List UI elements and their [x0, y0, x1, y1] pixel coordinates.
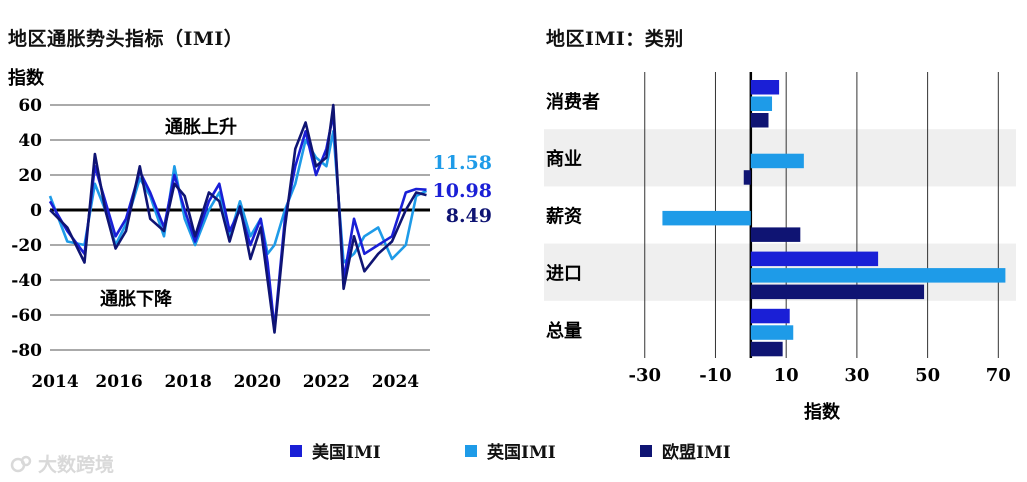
series-line-us — [48, 112, 427, 331]
y-tick-label: 60 — [18, 96, 42, 116]
x-tick-label: -30 — [628, 365, 661, 386]
x-tick-label: 2018 — [165, 372, 212, 392]
right-chart-title: 地区IMI：类别 — [546, 28, 684, 50]
legend-swatch-us — [290, 444, 302, 457]
x-tick-label: 70 — [986, 365, 1011, 386]
watermark: 大数跨境 — [10, 450, 114, 477]
x-tick-label: 2022 — [303, 372, 350, 392]
bar-uk — [662, 210, 751, 226]
bar-eu — [750, 341, 783, 357]
legend-label-eu: 欧盟IMI — [662, 443, 731, 463]
y-tick-label: 0 — [30, 201, 42, 221]
y-tick-label: -40 — [11, 271, 42, 291]
end-value-label: 11.58 — [433, 152, 493, 174]
left-chart-title: 地区通胀势头指标（IMI） — [8, 28, 244, 50]
x-tick-label: 2014 — [31, 372, 78, 392]
bar-us — [750, 251, 879, 267]
legend-item-uk: 英国IMI — [465, 438, 556, 463]
category-label: 消费者 — [546, 91, 600, 113]
bar-uk — [750, 268, 1006, 283]
bar-uk — [750, 325, 794, 340]
end-value-label: 8.49 — [446, 205, 492, 227]
bar-eu — [750, 113, 769, 128]
y-tick-label: 20 — [18, 166, 42, 186]
category-label: 总量 — [546, 320, 582, 342]
bar-eu — [743, 170, 751, 185]
y-tick-label: -80 — [11, 341, 42, 361]
bar-eu — [750, 284, 925, 300]
bar-uk — [750, 96, 773, 111]
x-tick-label: 10 — [774, 365, 799, 386]
x-tick-label: 2016 — [95, 372, 142, 392]
bar-us — [750, 80, 780, 95]
x-tick-label: 2024 — [372, 372, 419, 392]
legend: 美国IMI 英国IMI 欧盟IMI — [0, 434, 1027, 464]
category-label: 进口 — [546, 264, 582, 285]
left-y-axis-label: 指数 — [8, 67, 45, 89]
x-tick-label: -10 — [699, 365, 732, 386]
imi-line-chart: 指数 60 40 20 0 -20 -40 -60 -80 2014 2016 2018 2020 202… — [8, 67, 493, 392]
y-tick-label: -20 — [11, 236, 42, 256]
x-tick-label: 30 — [844, 365, 869, 386]
series-line-eu — [49, 103, 427, 334]
y-tick-label: -60 — [11, 306, 42, 326]
category-label: 薪资 — [546, 205, 582, 227]
bar-eu — [750, 227, 801, 242]
x-tick-label: 50 — [915, 365, 940, 386]
bar-us — [750, 308, 790, 324]
legend-item-us: 美国IMI — [290, 438, 381, 463]
watermark-logo-icon — [10, 455, 32, 472]
legend-label-us: 美国IMI — [312, 443, 381, 463]
y-tick-label: 40 — [18, 131, 42, 151]
watermark-text: 大数跨境 — [38, 454, 115, 476]
x-tick-label: 2020 — [234, 372, 281, 392]
end-value-label: 10.98 — [433, 180, 493, 202]
legend-label-uk: 英国IMI — [487, 443, 556, 463]
right-x-axis-label: 指数 — [804, 401, 841, 423]
category-label: 商业 — [546, 148, 582, 170]
legend-swatch-uk — [465, 444, 477, 457]
legend-swatch-eu — [640, 444, 652, 457]
annotation-inflation-down: 通胀下降 — [100, 288, 173, 310]
bar-uk — [750, 153, 804, 169]
legend-item-eu: 欧盟IMI — [640, 438, 731, 463]
annotation-inflation-up: 通胀上升 — [165, 117, 237, 138]
